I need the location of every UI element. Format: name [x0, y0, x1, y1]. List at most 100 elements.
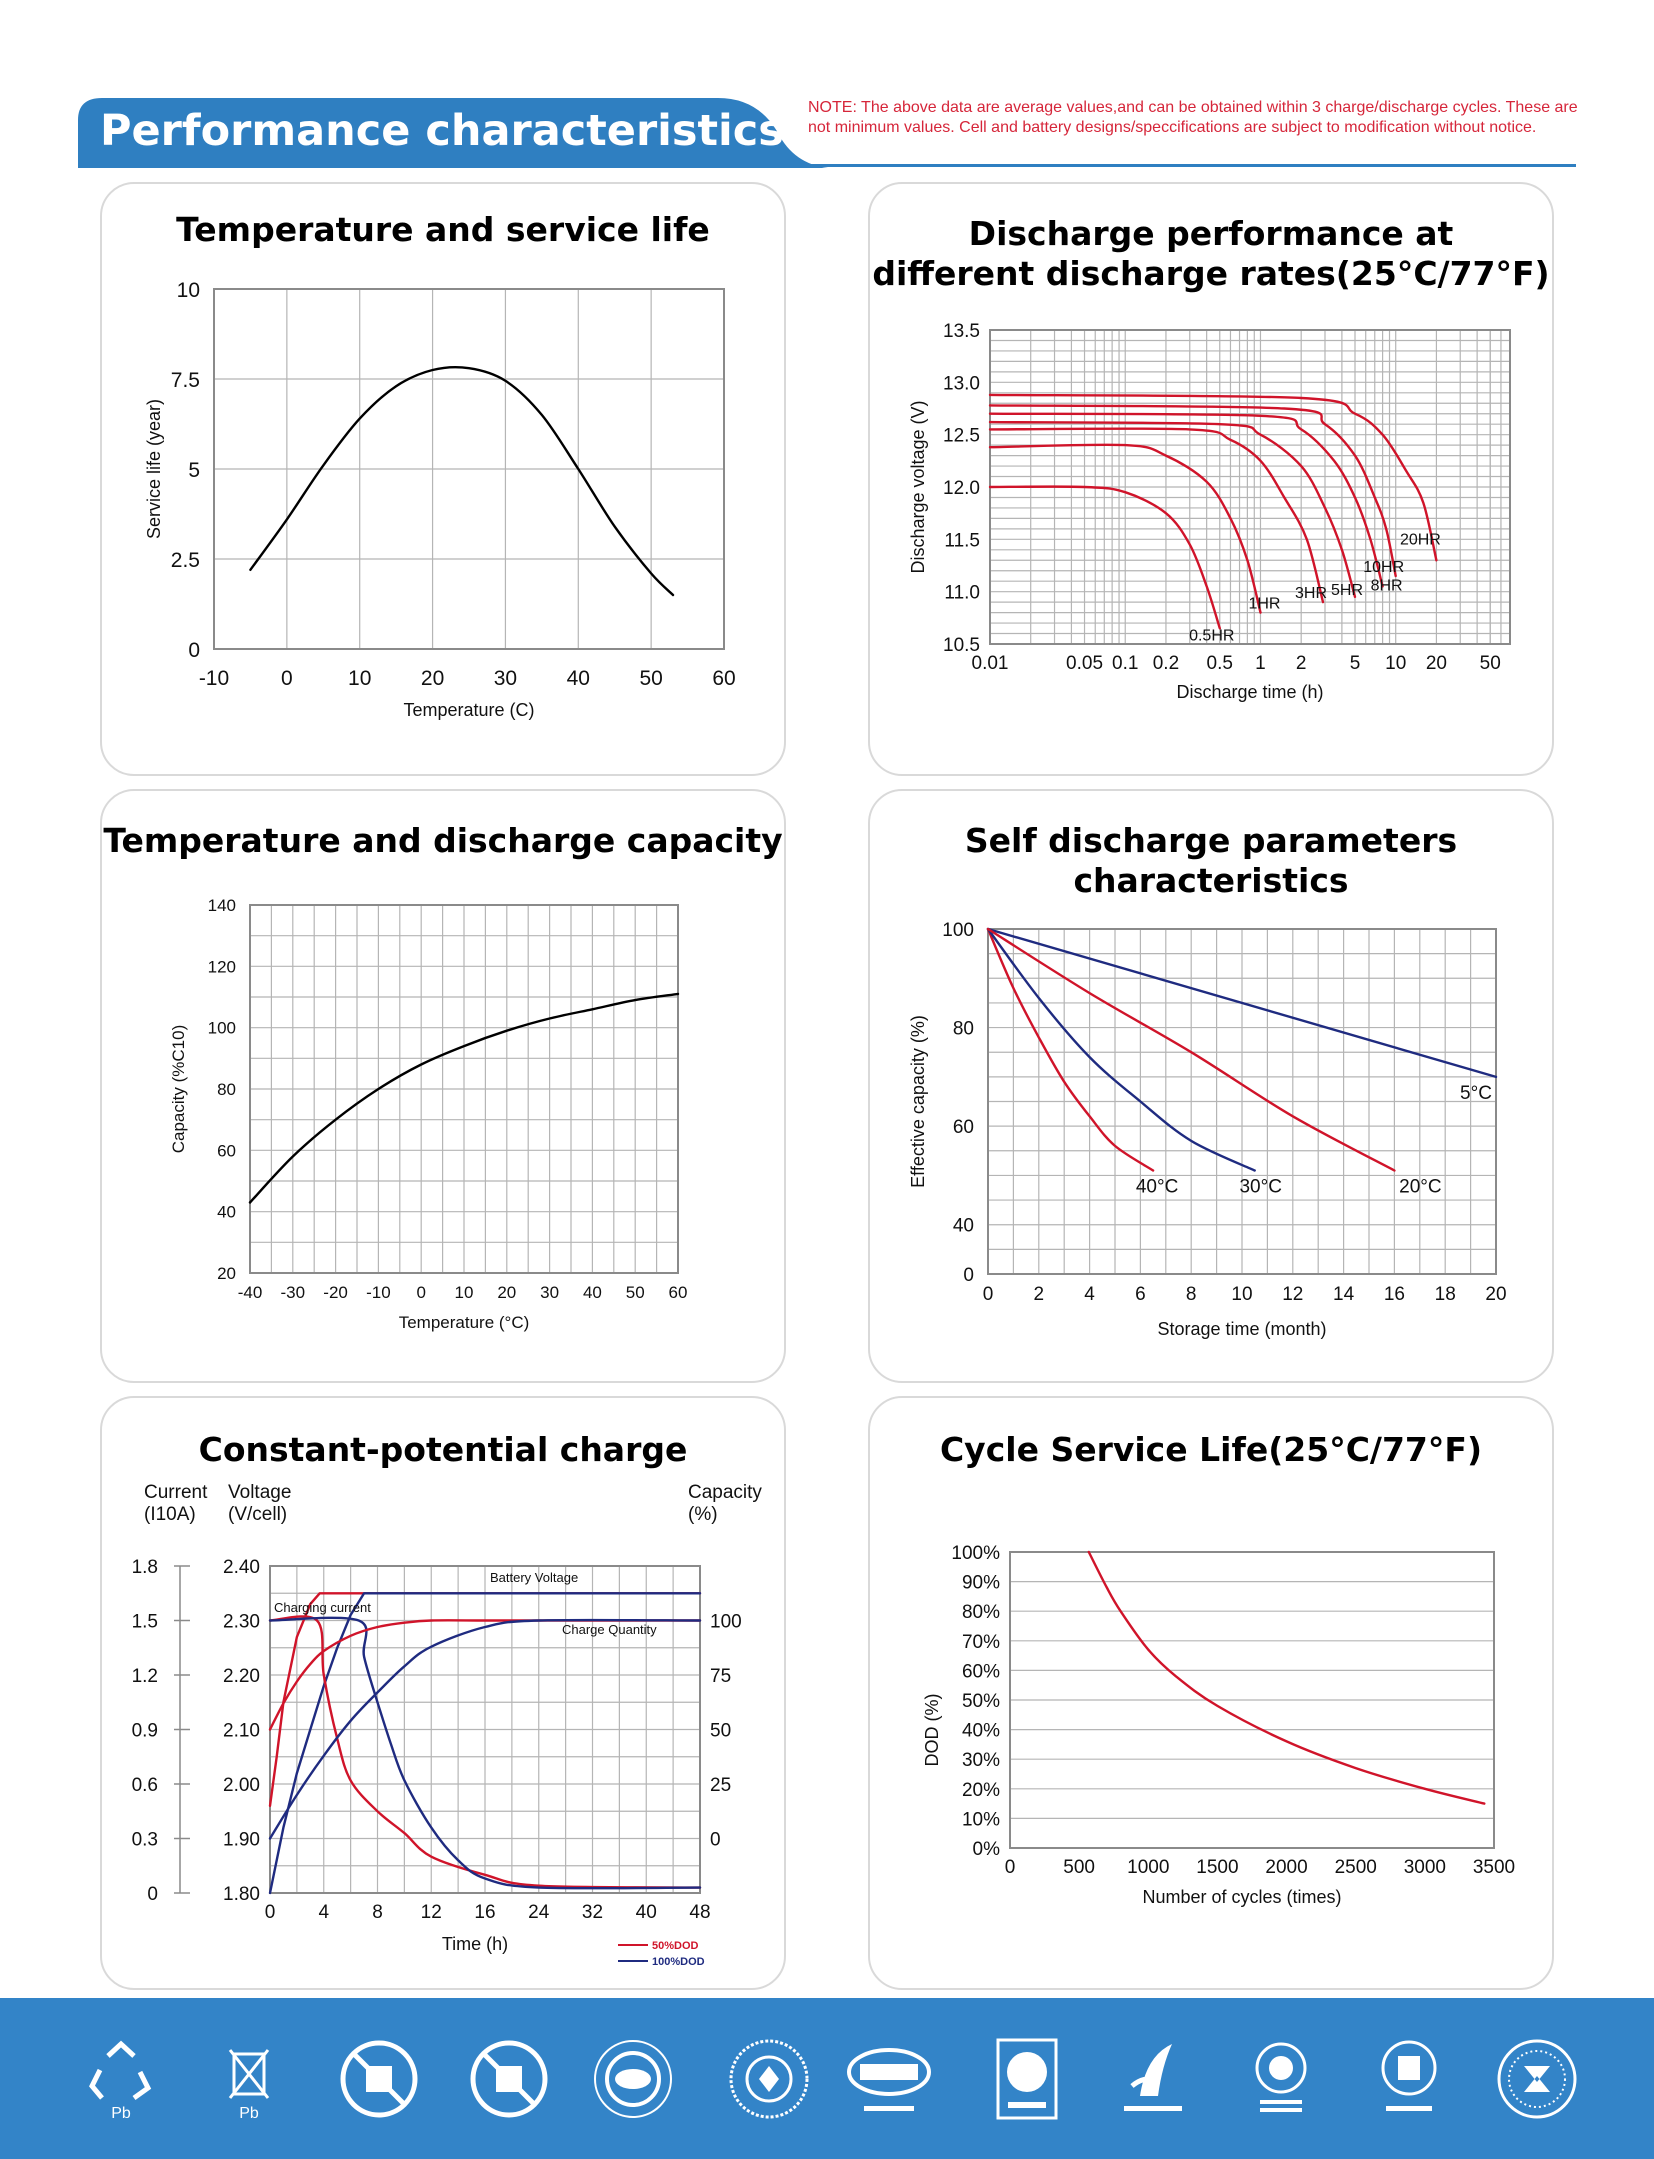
crossed-bin-pb-icon: Pb [228, 2049, 270, 2122]
y-axis-label: DOD (%) [922, 1694, 942, 1767]
x-tick-label: 2500 [1335, 1857, 1377, 1878]
y-tick-label: 100 [942, 920, 974, 941]
x-tick-label: 14 [1333, 1284, 1355, 1305]
x-tick-label: 30 [540, 1283, 559, 1302]
series-line-self-discharge [986, 927, 1256, 1172]
current-tick-label: 0 [147, 1884, 158, 1905]
x-axis-label: Number of cycles (times) [1142, 1887, 1341, 1907]
y-tick-label: 13.0 [943, 373, 980, 394]
x-tick-label: 20 [1485, 1284, 1506, 1305]
x-tick-label: 5 [1350, 653, 1361, 674]
y-tick-label: 10% [962, 1809, 1000, 1830]
y-tick-label: 90% [962, 1573, 1000, 1594]
chart-constant-potential-charge: 0 4 8 12 16 24 32 40 4800.30.60.91.21.51.81.801.… [132, 1482, 763, 1968]
panel-self-discharge: Self discharge parameters characteristic… [868, 789, 1554, 1383]
current-tick-label: 0.9 [132, 1721, 158, 1742]
series-label: 5°C [1460, 1083, 1492, 1104]
series-line-self-discharge [986, 927, 1498, 1079]
y-tick-label: 12.5 [943, 426, 980, 447]
plot-frame [1009, 1551, 1495, 1849]
voltage-tick-label: 1.90 [223, 1830, 260, 1851]
header-rule [78, 164, 1576, 167]
chart-temperature-service-life: -10 0 10 20 30 40 50 60 0 2.5 5 7.5 10 Temperature (C… [144, 279, 736, 720]
y-tick-label: 40% [962, 1721, 1000, 1742]
y-tick-label: 0% [973, 1839, 1001, 1860]
y-tick-label: 60 [953, 1117, 974, 1138]
x-tick-label: 0 [983, 1284, 994, 1305]
current-axis-label: Current [144, 1482, 208, 1503]
capacity-axis-label: (%) [688, 1504, 718, 1525]
y-tick-label: 80 [953, 1019, 974, 1040]
x-axis-label: Temperature (°C) [399, 1313, 530, 1332]
series-line-capacity [248, 992, 680, 1204]
series-line-charging-current-100 [268, 1616, 702, 1890]
x-tick-label: 3000 [1404, 1857, 1446, 1878]
panel-temperature-service-life: Temperature and service life -10 0 10 20 30 4… [100, 182, 786, 776]
y-tick-label: 50% [962, 1691, 1000, 1712]
x-tick-label: 0 [265, 1902, 276, 1923]
golden-sun-supplier-icon [1255, 2042, 1307, 2112]
x-tick-label: 4 [318, 1902, 329, 1923]
series-line-battery-voltage-50 [268, 1592, 702, 1807]
series-line-1hr [988, 443, 1262, 614]
x-tick-label: 50 [1480, 653, 1501, 674]
current-tick-label: 0.3 [132, 1830, 158, 1851]
svg-text:Pb: Pb [239, 2105, 259, 2122]
x-tick-label: 0.1 [1112, 653, 1138, 674]
capacity-tick-label: 50 [710, 1721, 731, 1742]
x-tick-label: 18 [1435, 1284, 1456, 1305]
x-axis-label: Discharge time (h) [1176, 682, 1323, 702]
x-tick-label: 40 [567, 667, 590, 690]
x-tick-label: 3500 [1473, 1857, 1515, 1878]
y-tick-label: 13.5 [943, 321, 980, 342]
y-tick-label: 20% [962, 1780, 1000, 1801]
voltage-axis-label: Voltage [228, 1482, 291, 1503]
y-tick-label: 11.5 [944, 530, 980, 551]
x-tick-label: 10 [1385, 653, 1406, 674]
panel-constant-potential-charge: Constant-potential charge 0 4 8 12 16 24 32 40 4… [100, 1396, 786, 1990]
no-mercury-icon [470, 2040, 548, 2118]
y-tick-label: 5 [188, 459, 200, 482]
y-tick-label: 30% [962, 1750, 1000, 1771]
chart-title: Temperature and discharge capacity [103, 821, 783, 860]
x-tick-label: 20 [497, 1283, 516, 1302]
chart-title: Self discharge parameters characteristic… [964, 821, 1458, 900]
y-tick-label: 20 [217, 1264, 236, 1283]
y-tick-label: 70% [962, 1632, 1000, 1653]
y-axis-label: Discharge voltage (V) [908, 400, 928, 573]
x-tick-label: 16 [474, 1902, 495, 1923]
x-axis-label: Storage time (month) [1157, 1319, 1326, 1339]
plot-frame [213, 288, 725, 650]
chart-title: Cycle Service Life(25°C/77°F) [939, 1430, 1483, 1469]
x-tick-label: 20 [1426, 653, 1447, 674]
series-label: 20°C [1399, 1177, 1441, 1198]
current-tick-label: 1.8 [132, 1557, 158, 1578]
x-tick-label: 6 [1135, 1284, 1146, 1305]
chart-title: Discharge performance at different disch… [872, 214, 1550, 293]
x-tick-label: 30 [494, 667, 517, 690]
series-line-self-discharge [986, 927, 1155, 1172]
no-cadmium-icon [340, 2040, 418, 2118]
page-title: Performance characteristics [100, 106, 784, 156]
x-tick-label: 50 [639, 667, 662, 690]
x-tick-label: 0 [1005, 1857, 1016, 1878]
curve-label: 1HR [1248, 596, 1280, 613]
current-tick-label: 0.6 [132, 1775, 158, 1796]
x-tick-label: 12 [421, 1902, 442, 1923]
y-tick-label: 100 [208, 1019, 236, 1038]
x-tick-label: 500 [1063, 1857, 1095, 1878]
x-tick-label: 40 [583, 1283, 602, 1302]
chart-cycle-service-life: 0 500 1000 1500 2000 2500 3000 3500 0% 10% 20% 30% 4… [922, 1543, 1515, 1907]
x-tick-label: 0.01 [972, 653, 1009, 674]
y-tick-label: 80 [217, 1080, 236, 1099]
series-label: 30°C [1239, 1177, 1281, 1198]
recycle-pb-icon: Pb [89, 2040, 152, 2122]
y-axis-label: Capacity (%C10) [169, 1025, 188, 1154]
x-tick-label: -40 [238, 1283, 263, 1302]
x-tick-label: 60 [712, 667, 735, 690]
series-line-charging-current-50 [268, 1615, 702, 1889]
series-line-charge-quantity-100 [268, 1618, 702, 1840]
x-tick-label: -10 [366, 1283, 391, 1302]
x-tick-label: 1500 [1196, 1857, 1238, 1878]
y-tick-label: 140 [208, 896, 236, 915]
